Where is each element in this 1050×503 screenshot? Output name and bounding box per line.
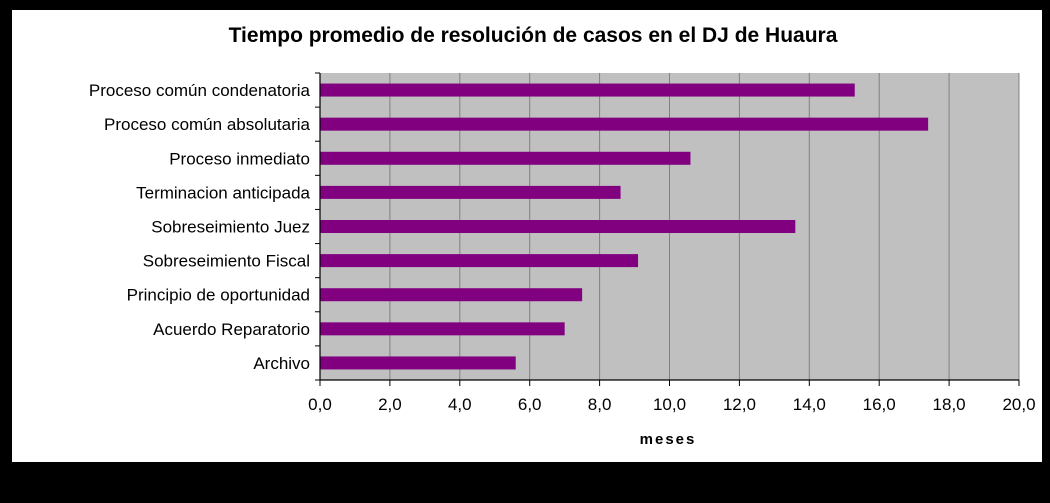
bar (320, 322, 565, 336)
x-tick-label: 2,0 (378, 395, 402, 414)
x-tick-label: 6,0 (518, 395, 542, 414)
axes (315, 72, 1020, 386)
category-label: Proceso común condenatoria (89, 81, 311, 100)
category-label: Sobreseimiento Fiscal (143, 252, 310, 271)
bar (320, 254, 639, 268)
category-label: Archivo (253, 354, 310, 373)
bar (320, 83, 855, 97)
x-tick-label: 16,0 (863, 395, 896, 414)
x-tick-label: 8,0 (588, 395, 612, 414)
bar (320, 151, 691, 165)
bar-chart: Tiempo promedio de resolución de casos e… (89, 24, 1036, 448)
bar (320, 117, 929, 131)
x-tick-label: 0,0 (308, 395, 332, 414)
x-tick-label: 4,0 (448, 395, 472, 414)
x-tick-label: 18,0 (933, 395, 966, 414)
category-label: Terminacion anticipada (136, 183, 310, 202)
x-tick-label: 14,0 (793, 395, 826, 414)
x-tick-label: 12,0 (723, 395, 756, 414)
x-tick-label: 20,0 (1002, 395, 1035, 414)
category-label: Proceso inmediato (169, 149, 310, 168)
bar (320, 220, 796, 233)
bar (320, 356, 516, 370)
x-tick-label: 10,0 (653, 395, 686, 414)
chart-frame: Tiempo promedio de resolución de casos e… (12, 10, 1042, 462)
x-axis-title: meses (640, 431, 697, 448)
bars (320, 83, 929, 370)
category-label: Proceso común absolutaria (104, 115, 311, 134)
category-label: Sobreseimiento Juez (151, 218, 310, 237)
bar (320, 288, 583, 302)
chart-title: Tiempo promedio de resolución de casos e… (229, 24, 838, 47)
category-label: Principio de oportunidad (127, 286, 310, 305)
category-label: Acuerdo Reparatorio (153, 320, 310, 339)
bar (320, 185, 621, 199)
category-labels: Proceso común condenatoria Proceso común … (89, 81, 311, 373)
x-tick-labels: 0,0 2,0 4,0 6,0 8,0 10,0 12,0 14,0 16,0 18,0 20,0 (308, 395, 1035, 414)
